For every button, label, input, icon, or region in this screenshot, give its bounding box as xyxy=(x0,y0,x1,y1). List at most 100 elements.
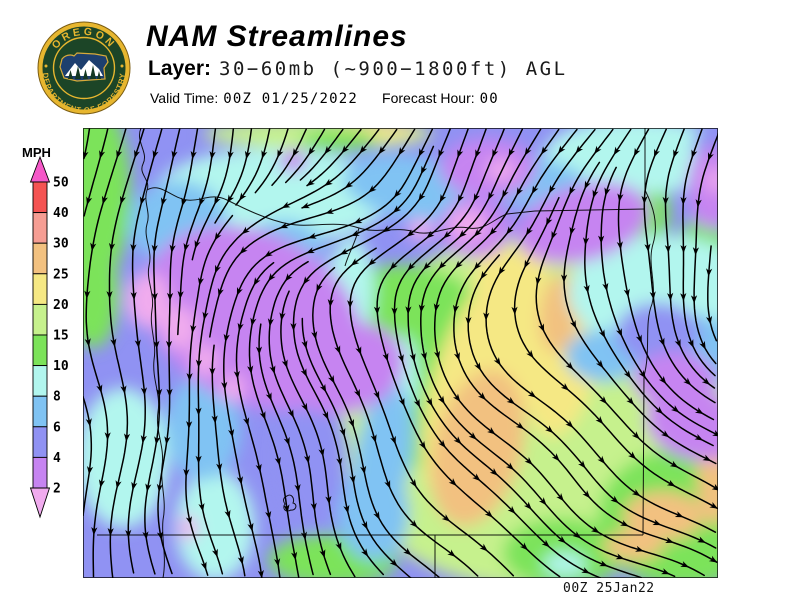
flow-arrow xyxy=(290,322,297,332)
flow-arrow xyxy=(283,504,290,513)
streamline xyxy=(235,261,281,578)
flow-arrow xyxy=(171,150,178,160)
streamline xyxy=(485,128,717,533)
flow-arrow xyxy=(261,150,268,159)
flow-arrow xyxy=(438,148,445,158)
flow-arrow xyxy=(106,291,113,300)
flow-arrow xyxy=(697,536,706,543)
flow-arrow xyxy=(706,315,713,325)
flow-arrow xyxy=(409,478,417,488)
flow-arrow xyxy=(599,560,608,567)
flow-arrow xyxy=(508,148,515,157)
flow-arrow xyxy=(347,300,354,309)
logo-star-left xyxy=(44,64,48,68)
flow-arrow xyxy=(350,258,360,266)
speed-blob xyxy=(352,383,414,533)
flow-arrow xyxy=(134,339,141,349)
flow-arrow xyxy=(591,526,600,534)
flow-arrow xyxy=(389,261,398,270)
flow-arrow xyxy=(227,150,234,160)
flow-arrow xyxy=(524,147,532,156)
flow-arrow xyxy=(151,292,158,302)
legend-tick-label: 50 xyxy=(53,176,69,191)
flow-arrow xyxy=(502,189,509,199)
streamline xyxy=(197,128,380,575)
legend-cap-bottom xyxy=(29,487,51,519)
flow-arrow xyxy=(433,350,441,360)
flow-arrow xyxy=(661,568,670,575)
flow-arrow xyxy=(535,276,542,286)
flow-arrow xyxy=(211,415,218,424)
flow-arrow xyxy=(699,340,706,350)
flow-arrow xyxy=(557,535,566,544)
flow-arrow xyxy=(223,333,230,343)
speed-blob xyxy=(448,209,488,241)
flow-arrow xyxy=(409,519,418,528)
flow-arrow xyxy=(423,261,431,271)
flow-arrow xyxy=(389,558,398,567)
flow-arrow xyxy=(343,504,350,514)
speed-blob xyxy=(126,272,170,328)
flow-arrow xyxy=(140,387,148,396)
flow-arrow xyxy=(673,149,680,159)
flow-arrow xyxy=(641,195,648,205)
flow-arrow xyxy=(560,274,568,283)
flow-arrow xyxy=(120,385,127,394)
flow-arrow xyxy=(665,537,674,544)
flow-arrow xyxy=(91,526,98,536)
flow-arrow xyxy=(281,201,291,209)
flow-arrow xyxy=(341,145,350,154)
flow-arrow xyxy=(598,235,605,244)
flow-arrow xyxy=(237,322,244,332)
flow-arrow xyxy=(674,338,681,348)
flow-arrow xyxy=(674,511,684,518)
legend-segment xyxy=(32,242,48,275)
flow-arrow xyxy=(153,340,160,350)
flow-arrow xyxy=(119,195,126,205)
flow-arrow xyxy=(457,149,464,159)
flow-arrow xyxy=(548,184,556,194)
legend-segment xyxy=(32,395,48,428)
flow-arrow xyxy=(426,230,435,239)
legend-tick-label: 4 xyxy=(53,451,61,466)
flow-arrow xyxy=(165,340,173,349)
flow-arrow xyxy=(487,427,496,435)
flow-arrow xyxy=(581,567,591,574)
flow-arrow xyxy=(635,334,642,344)
flow-arrow xyxy=(177,290,184,300)
flow-arrow xyxy=(306,178,315,187)
flow-arrow xyxy=(654,406,664,415)
flow-arrow xyxy=(284,273,293,282)
legend-segment xyxy=(32,212,48,244)
streamline xyxy=(235,128,271,206)
flow-arrow xyxy=(702,454,712,462)
flow-arrow xyxy=(382,352,389,362)
flow-arrow xyxy=(303,276,311,285)
flow-arrow xyxy=(301,202,311,209)
flow-arrow xyxy=(420,351,427,361)
flow-arrow xyxy=(560,382,570,391)
flow-arrow xyxy=(281,359,288,369)
legend-units-label: MPH xyxy=(22,145,51,160)
flow-arrow xyxy=(598,329,606,339)
flow-arrow xyxy=(454,260,463,269)
flow-arrow xyxy=(623,370,632,379)
flow-arrow xyxy=(680,196,687,206)
flow-arrow xyxy=(472,473,481,482)
flow-arrow xyxy=(531,185,539,195)
page-title: NAM Streamlines xyxy=(146,20,408,53)
flow-arrow xyxy=(116,149,123,159)
flow-arrow xyxy=(183,468,190,478)
flow-arrow xyxy=(130,243,137,253)
flow-arrow xyxy=(569,226,576,236)
flow-arrow xyxy=(604,187,611,197)
flow-arrow xyxy=(110,338,117,348)
legend-tick-label: 6 xyxy=(53,420,61,435)
flow-arrow xyxy=(244,150,251,160)
flow-arrow xyxy=(98,479,106,488)
streamline xyxy=(280,290,356,578)
legend-segment xyxy=(32,181,48,214)
flow-arrow xyxy=(453,351,460,361)
snake-river-border xyxy=(642,128,656,536)
streamline xyxy=(223,128,434,578)
